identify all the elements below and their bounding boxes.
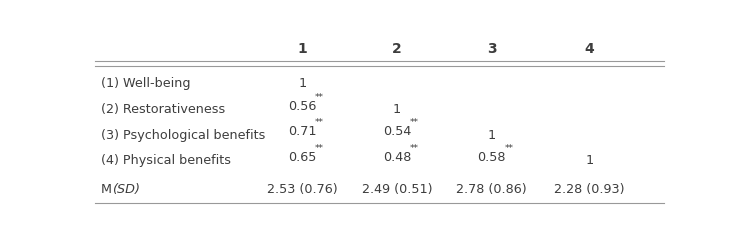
Text: **: ** [315, 144, 324, 153]
Text: 0.71: 0.71 [288, 125, 316, 138]
Text: (1) Well-being: (1) Well-being [102, 77, 190, 90]
Text: **: ** [315, 118, 324, 127]
Text: 0.56: 0.56 [288, 100, 316, 113]
Text: (SD): (SD) [112, 183, 139, 196]
Text: 3: 3 [487, 42, 496, 56]
Text: **: ** [315, 93, 324, 102]
Text: 2.49 (0.51): 2.49 (0.51) [362, 183, 432, 196]
Text: 1: 1 [585, 154, 594, 167]
Text: (2) Restorativeness: (2) Restorativeness [102, 103, 225, 116]
Text: 4: 4 [585, 42, 594, 56]
Text: 1: 1 [298, 77, 306, 90]
Text: 2.53 (0.76): 2.53 (0.76) [267, 183, 338, 196]
Text: **: ** [505, 144, 514, 153]
Text: 2.28 (0.93): 2.28 (0.93) [554, 183, 625, 196]
Text: M: M [102, 183, 115, 196]
Text: **: ** [410, 144, 419, 153]
Text: 2.78 (0.86): 2.78 (0.86) [456, 183, 527, 196]
Text: 0.58: 0.58 [477, 151, 506, 164]
Text: 1: 1 [488, 129, 496, 142]
Text: 1: 1 [393, 103, 401, 116]
Text: 0.54: 0.54 [383, 125, 411, 138]
Text: (3) Psychological benefits: (3) Psychological benefits [102, 129, 265, 142]
Text: 0.65: 0.65 [288, 151, 316, 164]
Text: 2: 2 [392, 42, 402, 56]
Text: 0.48: 0.48 [383, 151, 411, 164]
Text: **: ** [410, 118, 419, 127]
Text: 1: 1 [297, 42, 307, 56]
Text: (4) Physical benefits: (4) Physical benefits [102, 154, 231, 167]
